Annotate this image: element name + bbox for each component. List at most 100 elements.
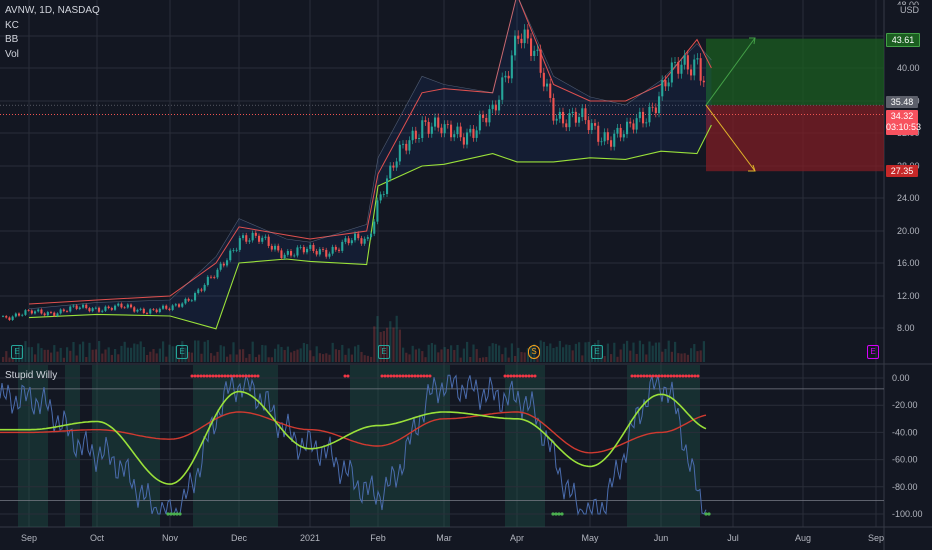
candle-body [424,120,427,122]
volume-bar [626,340,629,362]
price-candles[interactable] [2,24,705,322]
volume-bar [414,349,417,362]
overbought-dot [193,374,197,378]
candle-body [690,69,693,76]
volume-bar [178,357,181,362]
overbought-dot [241,374,245,378]
candle-body [683,55,686,65]
candle-body [59,309,62,314]
volume-bar [88,342,91,362]
volume-bar [274,348,277,362]
candle-body [478,114,481,131]
volume-bar [190,352,193,362]
candle-body [626,121,629,135]
volume-bar [66,347,69,362]
candle-body [174,304,177,306]
candle-body [629,121,632,124]
earnings-event-icon[interactable]: E [176,345,188,359]
volume-bar [331,342,334,362]
candle-body [8,317,11,320]
volume-bar [158,348,161,362]
candle-body [674,61,677,63]
symbol-line[interactable]: AVNW, 1D, NASDAQ [5,5,100,16]
oscillator-shade [92,365,160,527]
candle-body [299,247,302,248]
volume-bar [424,357,427,362]
overbought-dot [190,374,194,378]
volume-bar [568,345,571,362]
earnings-event-icon[interactable]: E [11,345,23,359]
volume-bar [235,354,238,362]
overbought-dot [696,374,700,378]
earnings-event-icon[interactable]: E [591,345,603,359]
candle-body [226,260,229,266]
candle-body [491,104,494,110]
volume-bar [357,344,360,362]
candle-body [216,269,219,278]
volume-bar [562,347,565,362]
candle-body [280,250,283,259]
candle-body [104,306,107,311]
candle-body [376,200,379,222]
candle-body [206,276,209,285]
candle-body [110,308,113,310]
candle-body [21,314,24,316]
candle-body [245,235,248,242]
candle-body [149,309,152,314]
oversold-dot [560,512,564,516]
volume-bar [693,344,696,362]
overbought-dot [425,374,429,378]
indicator-bb[interactable]: BB [5,34,19,46]
candle-body [360,238,363,244]
indicator-vol[interactable]: Vol [5,48,19,60]
volume-bar [354,346,357,362]
candle-body [546,83,549,87]
overbought-dot [253,374,257,378]
candle-body [350,240,353,244]
candle-body [610,140,613,147]
candle-body [120,303,123,308]
candle-body [574,111,577,123]
candle-body [568,113,571,128]
volume-bar [434,344,437,362]
overbought-dot [389,374,393,378]
volume-bar [370,356,373,362]
candle-body [242,235,245,239]
candle-body [632,123,635,130]
volume-bar [11,357,14,362]
candle-body [43,313,46,316]
candle-body [312,244,315,251]
overbought-dot [250,374,254,378]
candle-body [168,308,171,310]
candle-body [533,50,536,56]
volume-bar [549,343,552,362]
overbought-dot [512,374,516,378]
candle-body [648,106,651,123]
time-tick-label: Dec [231,533,248,543]
volume-bar [437,352,440,362]
volume-bar [398,329,401,362]
candle-body [248,240,251,242]
osc-tick-label: -60.00 [892,455,918,465]
risk-reward-zones[interactable] [0,38,884,172]
volume-bar [546,346,549,362]
candle-body [30,310,33,314]
volume-bar [517,347,520,362]
candle-body [603,132,606,142]
stop-zone [706,105,884,172]
candle-body [658,96,661,114]
oscillator-title[interactable]: Stupid Willy [5,370,58,381]
split-event-icon[interactable]: S [528,345,540,359]
volume-bar [536,355,539,362]
earnings-event-icon[interactable]: E [378,345,390,359]
earnings-event-icon[interactable]: E [867,345,879,359]
candle-body [680,64,683,74]
candle-body [197,289,200,294]
candle-body [72,305,75,307]
indicator-kc[interactable]: KC [5,19,19,31]
candle-body [40,309,43,314]
time-tick-label: Nov [162,533,179,543]
overbought-dot [681,374,685,378]
volume-bar [222,346,225,362]
candle-body [661,80,664,97]
